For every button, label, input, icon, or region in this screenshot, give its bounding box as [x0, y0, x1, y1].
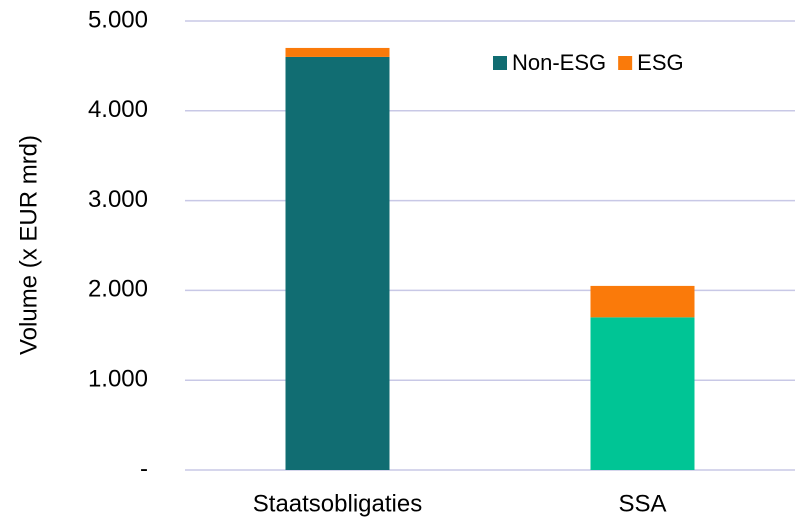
legend-label: Non-ESG — [512, 50, 606, 75]
bar-segment — [285, 47, 390, 57]
y-tick-label: 1.000 — [88, 366, 148, 393]
y-tick-label: 3.000 — [88, 186, 148, 213]
y-tick-label: 5.000 — [88, 6, 148, 33]
x-tick-label: SSA — [618, 490, 666, 517]
bar-segment — [590, 317, 695, 470]
legend-label: ESG — [637, 50, 683, 75]
y-tick-label: - — [140, 455, 148, 482]
legend-swatch — [618, 56, 633, 70]
bar-segment — [285, 56, 390, 471]
y-axis-label: Volume (x EUR mrd) — [15, 135, 42, 355]
legend-swatch — [493, 56, 507, 70]
bar-segment — [590, 285, 695, 318]
x-tick-label: Staatsobligaties — [253, 490, 422, 517]
y-tick-label: 2.000 — [88, 276, 148, 303]
y-tick-label: 4.000 — [88, 96, 148, 123]
